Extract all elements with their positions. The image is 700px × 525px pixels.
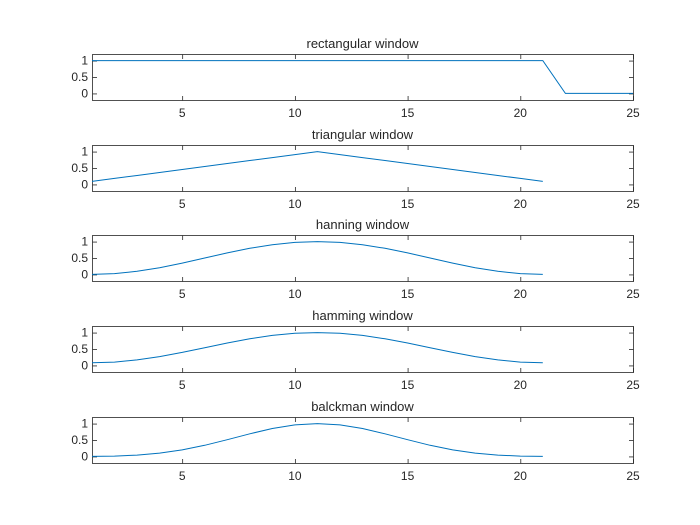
y-tick-label: 1 bbox=[81, 54, 88, 68]
y-tick-label: 0 bbox=[81, 449, 88, 463]
y-tick-label: 0.5 bbox=[71, 251, 88, 265]
subplot-4: hamming window 5 10 15 20 25 0 0.5 1 bbox=[71, 308, 640, 392]
y-tick-label: 1 bbox=[81, 235, 88, 249]
x-tick-label: 15 bbox=[401, 378, 415, 392]
y-tick-label: 0 bbox=[81, 267, 88, 281]
subplot-2: triangular window 5 10 15 20 25 0 0.5 1 bbox=[71, 127, 640, 211]
subplot-title: triangular window bbox=[312, 127, 414, 142]
axes-box bbox=[92, 235, 634, 282]
x-tick-label: 5 bbox=[179, 106, 186, 120]
x-tick-label: 25 bbox=[626, 106, 640, 120]
series-line bbox=[92, 60, 633, 94]
subplot-title: rectangular window bbox=[306, 36, 419, 51]
x-tick-label: 15 bbox=[401, 287, 415, 301]
x-tick-label: 15 bbox=[401, 106, 415, 120]
x-tick-label: 5 bbox=[179, 197, 186, 211]
y-tick-label: 0 bbox=[81, 177, 88, 191]
y-tick-label: 0.5 bbox=[71, 161, 88, 175]
x-tick-label: 10 bbox=[288, 469, 302, 483]
x-tick-label: 25 bbox=[626, 469, 640, 483]
x-tick-label: 25 bbox=[626, 378, 640, 392]
y-tick-label: 0.5 bbox=[71, 70, 88, 84]
x-tick-label: 5 bbox=[179, 287, 186, 301]
series-line bbox=[91, 241, 543, 275]
x-tick-label: 20 bbox=[514, 378, 528, 392]
subplot-3: hanning window 5 10 15 20 25 0 0.5 1 bbox=[71, 217, 640, 301]
x-tick-label: 10 bbox=[288, 287, 302, 301]
subplot-1: rectangular window 5 10 15 20 25 0 0.5 1 bbox=[71, 36, 640, 120]
x-tick-label: 10 bbox=[288, 378, 302, 392]
x-tick-label: 20 bbox=[514, 287, 528, 301]
x-tick-label: 25 bbox=[626, 287, 640, 301]
axes-box bbox=[92, 326, 634, 373]
y-tick-label: 0.5 bbox=[71, 342, 88, 356]
series-line bbox=[91, 332, 543, 364]
x-tick-label: 15 bbox=[401, 197, 415, 211]
x-tick-label: 5 bbox=[179, 378, 186, 392]
x-tick-label: 5 bbox=[179, 469, 186, 483]
y-tick-label: 1 bbox=[81, 417, 88, 431]
subplot-5: balckman window 5 10 15 20 25 0 0.5 1 bbox=[71, 399, 640, 483]
y-tick-label: 1 bbox=[81, 326, 88, 340]
subplot-title: hamming window bbox=[312, 308, 413, 323]
x-tick-label: 25 bbox=[626, 197, 640, 211]
x-tick-label: 20 bbox=[514, 106, 528, 120]
y-tick-label: 0 bbox=[81, 358, 88, 372]
subplot-title: hanning window bbox=[316, 217, 410, 232]
y-tick-label: 0 bbox=[81, 86, 88, 100]
x-tick-label: 20 bbox=[514, 197, 528, 211]
series-line bbox=[91, 423, 543, 457]
axes-box bbox=[92, 54, 634, 101]
axes-box bbox=[92, 417, 634, 464]
x-tick-label: 20 bbox=[514, 469, 528, 483]
axes-box bbox=[92, 145, 634, 192]
series-line bbox=[91, 151, 543, 182]
x-tick-label: 10 bbox=[288, 106, 302, 120]
x-tick-label: 10 bbox=[288, 197, 302, 211]
x-tick-label: 15 bbox=[401, 469, 415, 483]
subplot-title: balckman window bbox=[311, 399, 414, 414]
y-tick-label: 0.5 bbox=[71, 433, 88, 447]
y-tick-label: 1 bbox=[81, 145, 88, 159]
